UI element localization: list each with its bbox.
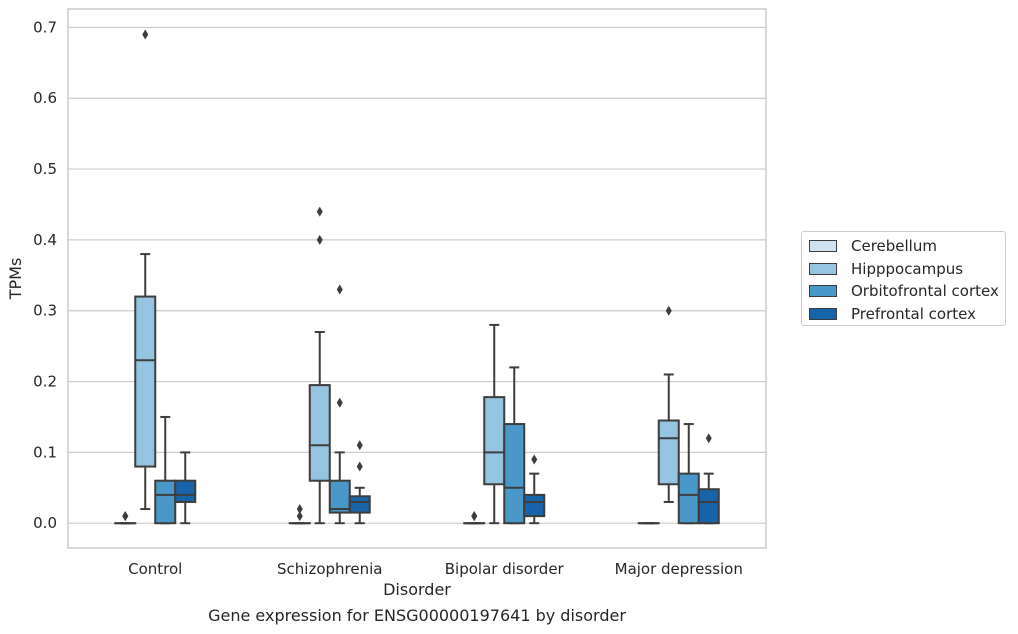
outlier-point: [316, 234, 323, 245]
outlier-point: [122, 511, 129, 522]
box: [154, 415, 177, 525]
legend-swatch: [809, 308, 837, 321]
box-iqr: [523, 493, 546, 518]
box-iqr: [483, 396, 506, 486]
chart-caption: Gene expression for ENSG00000197641 by d…: [208, 606, 626, 625]
outlier-point: [296, 504, 303, 515]
box-iqr: [328, 479, 351, 514]
x-tick-label: Bipolar disorder: [445, 560, 565, 578]
outlier-point: [296, 511, 303, 522]
outlier-point: [142, 29, 149, 40]
box: [134, 29, 157, 511]
series-orbitofrontal-cortex: [154, 284, 700, 525]
outlier-point: [705, 433, 712, 444]
legend-swatch: [809, 262, 837, 275]
series-prefrontal-cortex: [174, 433, 720, 525]
y-axis-label: TPMs: [6, 258, 25, 301]
box: [288, 504, 311, 525]
box: [503, 366, 526, 525]
legend-item: Cerebellum: [809, 235, 1005, 258]
box: [697, 433, 720, 525]
legend-label: Hipppocampus: [851, 259, 964, 278]
outlier-point: [316, 206, 323, 217]
y-tick-label: 0.2: [33, 373, 57, 391]
box-iqr: [697, 488, 720, 525]
legend-swatch: [809, 240, 837, 253]
legend-item: Hipppocampus: [809, 258, 1005, 281]
box: [483, 323, 506, 525]
outlier-point: [471, 511, 478, 522]
box: [677, 423, 700, 525]
box: [523, 454, 546, 525]
box-iqr: [503, 423, 526, 525]
outlier-point: [356, 440, 363, 451]
outlier-point: [665, 305, 672, 316]
box: [657, 305, 680, 503]
box-iqr: [657, 419, 680, 486]
y-tick-label: 0.1: [33, 443, 57, 461]
box: [348, 440, 371, 525]
outlier-point: [336, 397, 343, 408]
y-tick-label: 0.7: [33, 18, 57, 36]
y-tick-label: 0.3: [33, 302, 57, 320]
box: [308, 206, 331, 525]
legend-item: Orbitofrontal cortex: [809, 280, 1005, 303]
box-iqr: [308, 384, 331, 482]
x-axis-label: Disorder: [383, 580, 451, 599]
plot-area-frame: [67, 8, 767, 549]
x-tick-label: Control: [128, 560, 182, 578]
box: [174, 451, 197, 525]
legend-item: Prefrontal cortex: [809, 303, 1005, 326]
y-axis-ticks: 0.0 0.1 0.2 0.3 0.4 0.5 0.6 0.7: [33, 18, 57, 532]
outlier-point: [531, 454, 538, 465]
legend-swatch: [809, 285, 837, 298]
series-cerebellum: [114, 504, 660, 525]
legend-label: Prefrontal cortex: [851, 305, 976, 324]
box-iqr: [348, 495, 371, 514]
box-plot-series: [114, 29, 720, 525]
box-iqr: [174, 479, 197, 503]
box: [114, 511, 137, 525]
y-tick-label: 0.5: [33, 160, 57, 178]
series-hipppocampus: [134, 29, 680, 525]
outlier-point: [356, 461, 363, 472]
x-tick-label: Major depression: [615, 560, 743, 578]
y-tick-label: 0.6: [33, 89, 57, 107]
y-tick-label: 0.0: [33, 514, 57, 532]
legend-label: Cerebellum: [851, 237, 937, 256]
box-iqr: [134, 295, 157, 468]
y-tick-label: 0.4: [33, 231, 57, 249]
box: [463, 511, 486, 525]
box-iqr: [677, 472, 700, 525]
x-axis-ticks: Control Schizophrenia Bipolar disorder Majo…: [128, 560, 743, 578]
outlier-point: [336, 284, 343, 295]
box-iqr: [154, 479, 177, 525]
x-tick-label: Schizophrenia: [277, 560, 382, 578]
box: [328, 284, 351, 525]
legend: Cerebellum Hipppocampus Orbitofrontal cort…: [801, 231, 1006, 326]
legend-label: Orbitofrontal cortex: [851, 282, 999, 301]
